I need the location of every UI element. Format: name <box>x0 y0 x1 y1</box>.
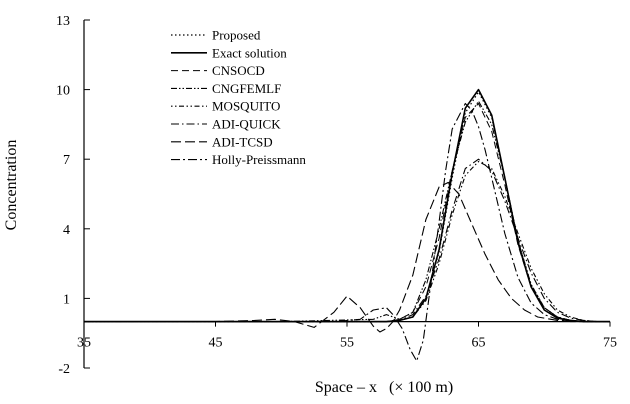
y-tick-label: 7 <box>63 153 70 168</box>
axes: -2 1 4 7 10 13 35 45 55 65 75 <box>56 14 617 377</box>
y-tick-label: 13 <box>56 14 70 29</box>
x-tick-label: 65 <box>472 336 486 351</box>
y-axis-title: Concentration <box>3 140 20 231</box>
x-tick-label: 45 <box>209 336 223 351</box>
series-line-5 <box>84 160 610 323</box>
y-tick-label: 4 <box>63 223 70 238</box>
legend-label-1: Proposed <box>212 28 261 43</box>
x-tick-label: 75 <box>603 336 617 351</box>
y-tick-label: 1 <box>63 292 70 307</box>
series-line-7 <box>84 181 610 333</box>
legend-label-3: CNSOCD <box>212 63 265 78</box>
legend-label-4: CNGFEMLF <box>212 81 281 96</box>
legend-label-8: Holly-Preissmann <box>212 152 306 167</box>
legend-label-2: Exact solution <box>212 45 287 60</box>
series-line-8 <box>84 102 610 362</box>
legend-label-7: ADI-TCSD <box>212 134 273 149</box>
legend-label-5: MOSQUITO <box>212 99 280 114</box>
y-tick-label: -2 <box>58 362 70 377</box>
x-axis-title: Space – x (× 100 m) <box>315 379 453 396</box>
series-line-6 <box>84 158 610 323</box>
x-tick-label: 55 <box>340 336 354 351</box>
legend: Proposed Exact solution CNSOCD CNGFEMLF MOSQ… <box>171 28 306 167</box>
series-line-4 <box>84 100 610 323</box>
series-line-3 <box>84 103 610 323</box>
legend-label-6: ADI-QUICK <box>212 117 281 132</box>
plot-area <box>84 88 610 362</box>
y-tick-label: 10 <box>56 84 70 99</box>
x-tick-label: 35 <box>77 336 91 351</box>
